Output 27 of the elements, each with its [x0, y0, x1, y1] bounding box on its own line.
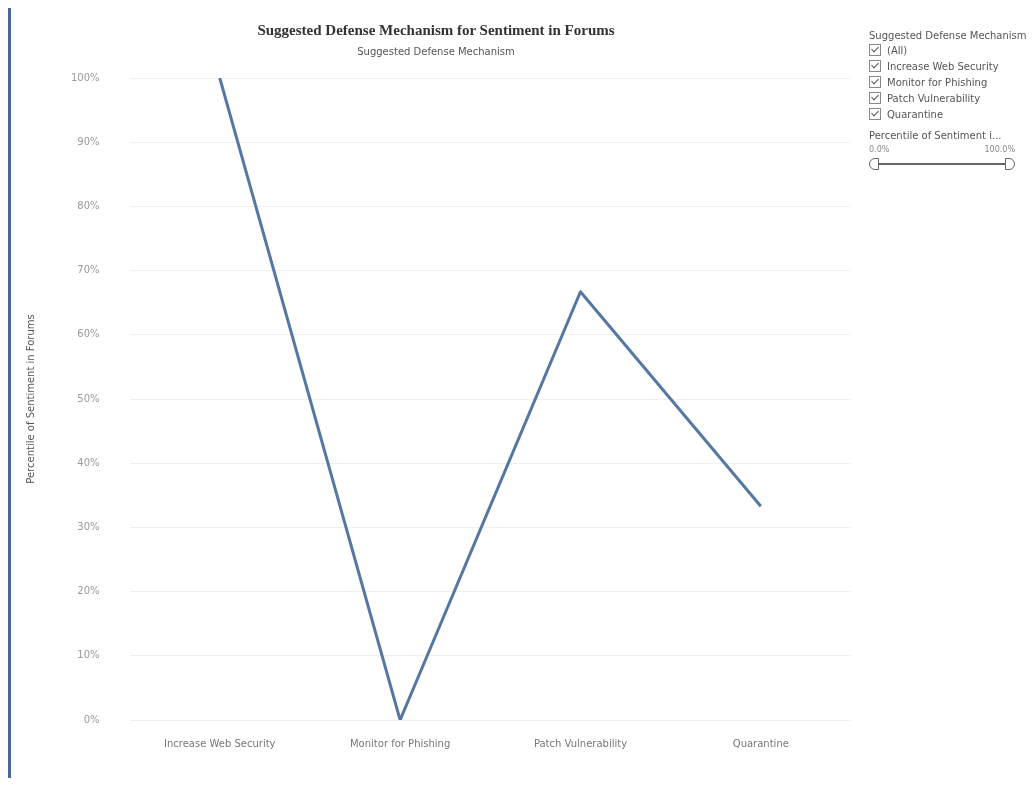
y-tick-label: 30% [77, 520, 100, 532]
text: Monitor for Phishing [887, 76, 988, 88]
text: Suggested Defense Mechanism [869, 30, 1028, 41]
y-tick-label: 20% [77, 585, 100, 597]
y-tick-label: 10% [77, 649, 100, 661]
y-axis-title: Percentile of Sentiment in Forums [24, 314, 36, 484]
text: Quarantine [887, 108, 944, 120]
y-tick-label: 40% [77, 456, 100, 468]
y-tick-label: 90% [77, 135, 100, 147]
x-axis-title: Suggested Defense Mechanism [357, 45, 515, 57]
text: (All) [887, 44, 908, 56]
chart-title: Suggested Defense Mechanism for Sentiment in Forums [257, 21, 615, 38]
y-tick-label: 0% [83, 713, 100, 725]
y-tick-label: 60% [77, 328, 100, 340]
x-tick-label: Monitor for Phishing [349, 737, 451, 749]
text: Patch Vulnerability [887, 92, 981, 104]
text: 100.0% [984, 145, 1015, 154]
y-tick-label: 50% [77, 392, 100, 404]
y-tick-label: 70% [77, 264, 100, 276]
text: Increase Web Security [887, 60, 999, 72]
x-tick-label: Quarantine [732, 737, 789, 749]
x-tick-label: Increase Web Security [163, 737, 276, 749]
y-tick-label: 80% [77, 199, 100, 211]
y-tick-label: 100% [71, 71, 100, 83]
text: 0.0% [869, 145, 890, 154]
x-tick-label: Patch Vulnerability [533, 737, 628, 749]
text: Percentile of Sentiment i... [869, 130, 1003, 141]
